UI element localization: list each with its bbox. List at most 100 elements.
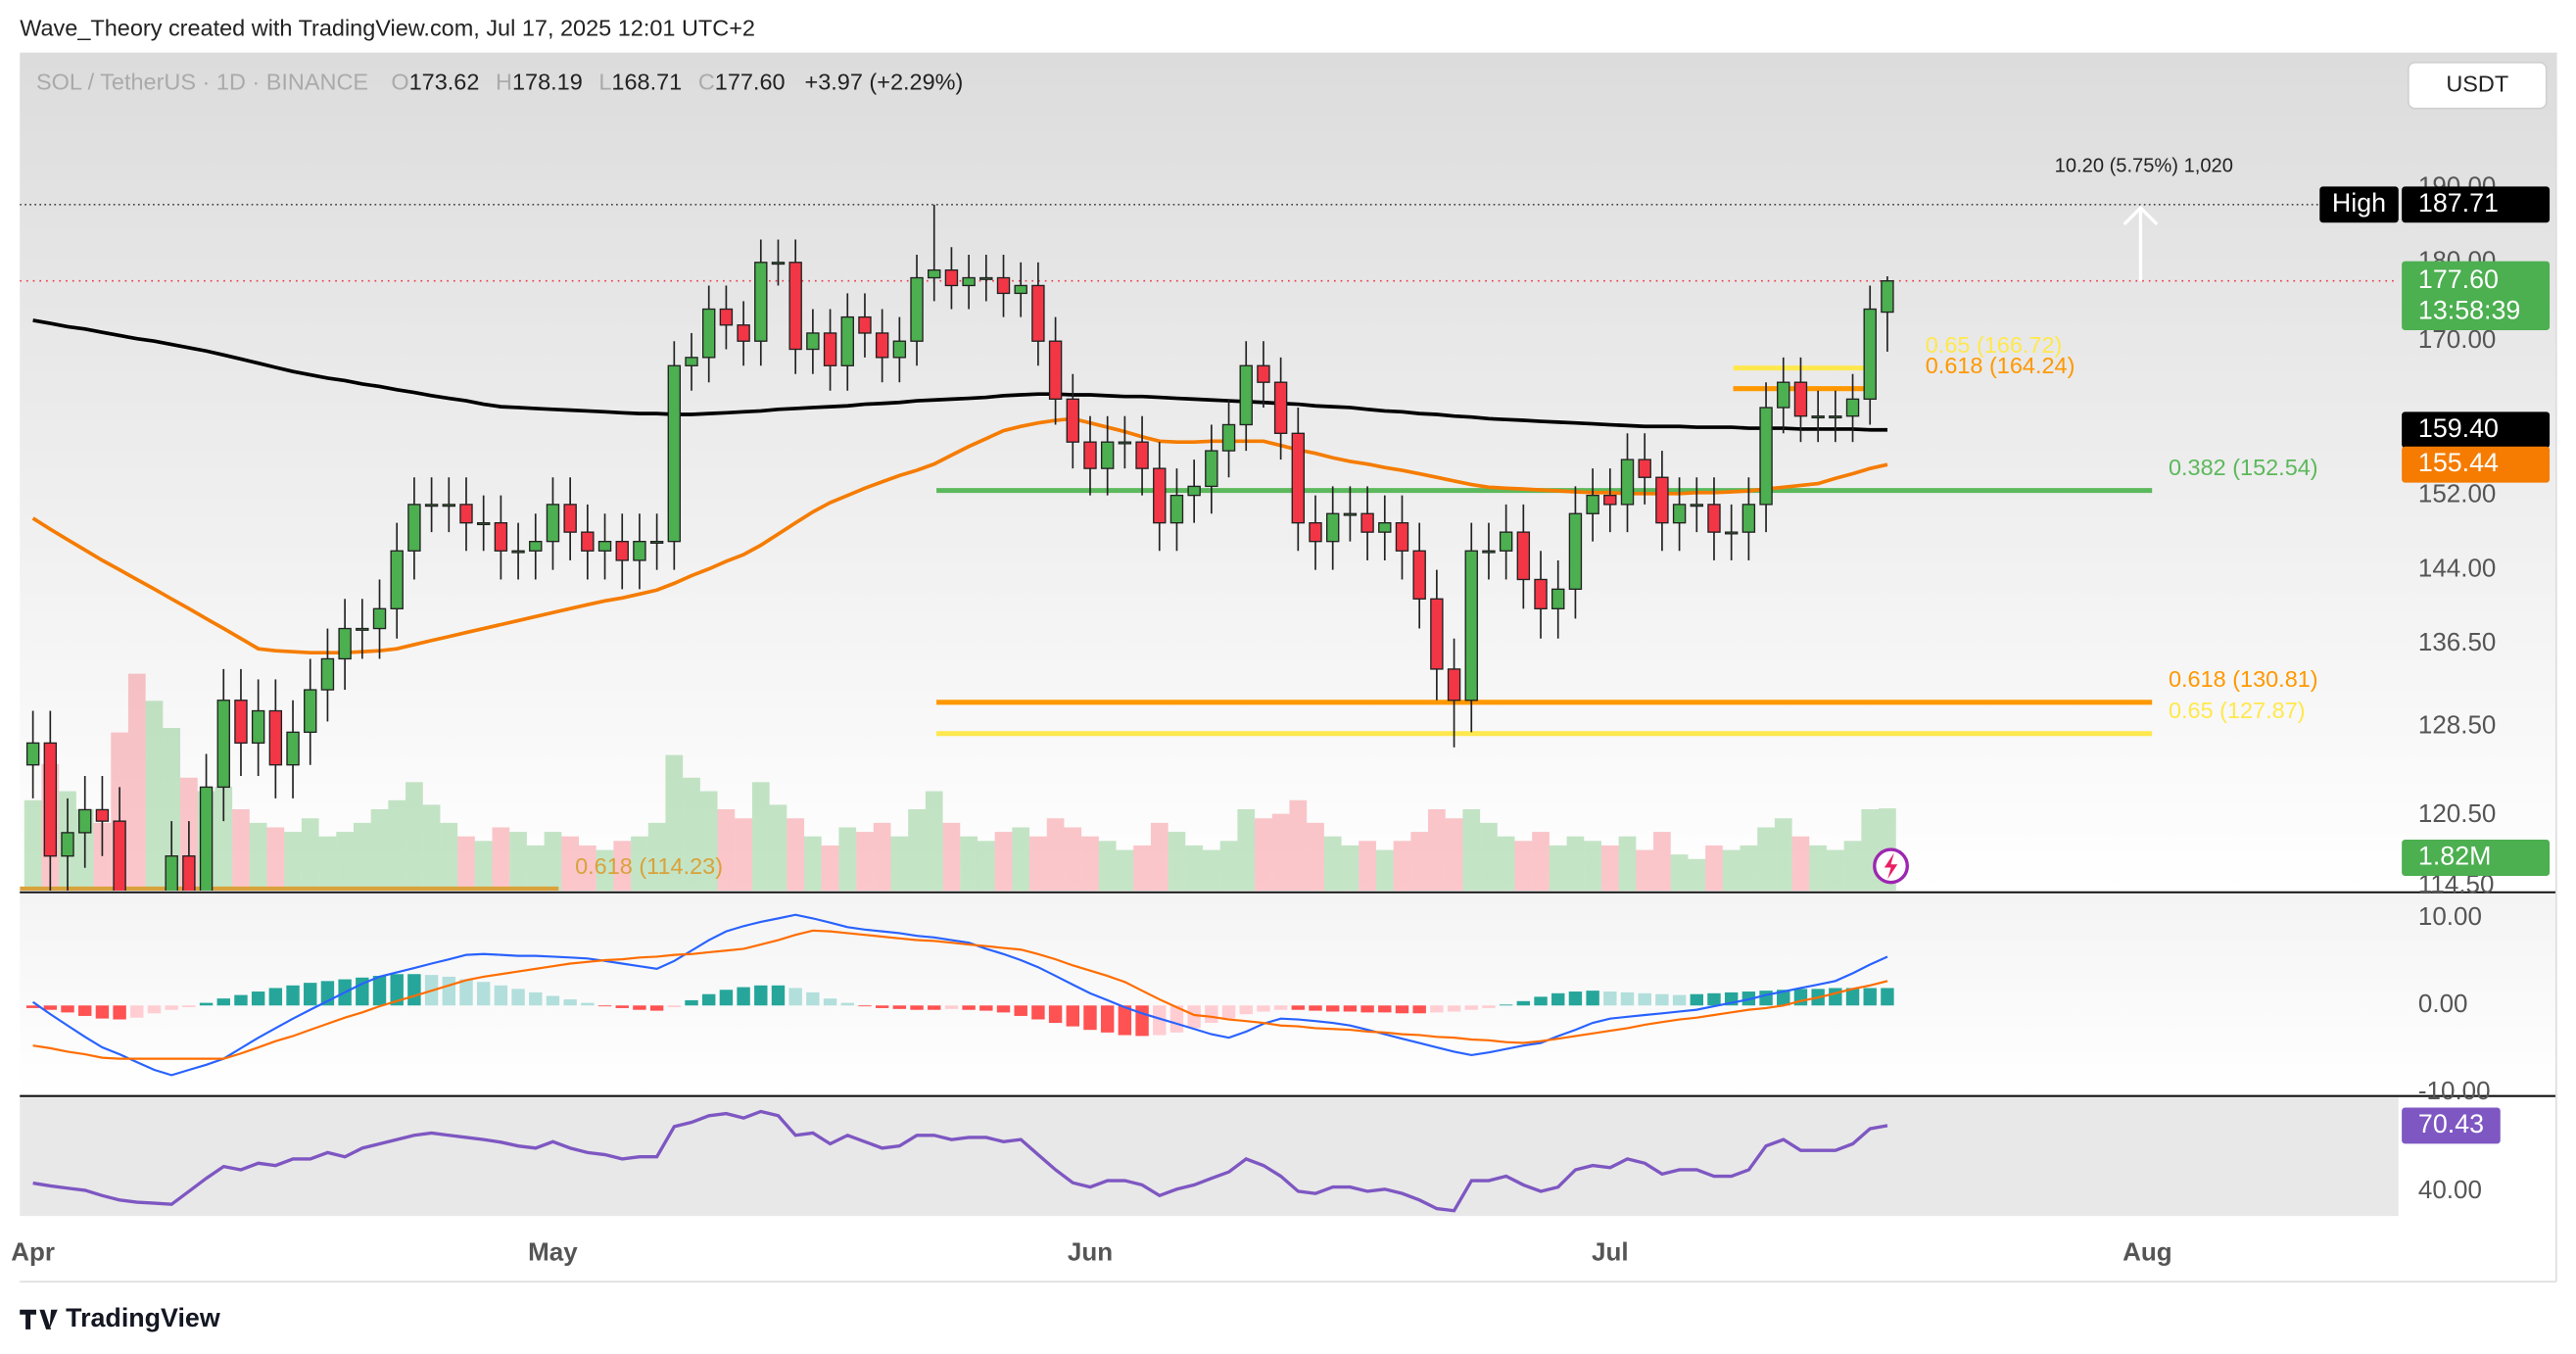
attribution: Wave_Theory created with TradingView.com… [20, 15, 755, 40]
volume-bar [960, 836, 978, 892]
candle-body [286, 731, 300, 766]
candle-body [1048, 340, 1063, 401]
volume-bar [1636, 849, 1654, 892]
volume-bar [388, 799, 406, 892]
volume-bar [370, 809, 389, 892]
volume-bar [1219, 841, 1238, 892]
volume-bar [717, 809, 736, 892]
volume-bar [1341, 845, 1360, 892]
candle-body [1620, 459, 1635, 506]
macd-histogram [944, 1005, 959, 1009]
candle-body [407, 504, 421, 552]
candle-body [1014, 284, 1027, 295]
macd-histogram [649, 1005, 664, 1011]
macd-histogram [1672, 994, 1687, 1006]
candle-body [858, 315, 872, 334]
ohlc-key: L [598, 70, 611, 95]
volume-bar [318, 836, 337, 892]
volume-bar [1064, 827, 1082, 892]
volume-bar [1029, 836, 1047, 892]
macd-histogram [667, 1005, 682, 1008]
volume-bar [336, 832, 354, 892]
ma-badge-bg [2402, 411, 2551, 449]
macd-histogram [1360, 1005, 1374, 1013]
x-tick-label: Jun [1068, 1237, 1113, 1267]
volume-bar [1393, 841, 1411, 892]
volume-bar [1081, 836, 1099, 892]
macd-histogram [737, 987, 750, 1006]
macd-histogram [1031, 1005, 1045, 1020]
axis-layer: 190.00180.00170.00152.00144.00136.50128.… [11, 171, 2551, 1267]
candle-body [1360, 512, 1374, 533]
volume-badge: 1.82M [2418, 842, 2492, 871]
macd-histogram [1083, 1005, 1097, 1031]
candle-body [788, 262, 802, 351]
candle-body [944, 268, 959, 287]
y-tick-label: 144.00 [2418, 554, 2496, 583]
volume-bar [1688, 858, 1706, 892]
macd-histogram [597, 1005, 612, 1007]
alert-bolt[interactable] [1884, 852, 1898, 880]
macd-histogram [216, 998, 230, 1006]
macd-histogram [633, 1005, 646, 1010]
moving-average [32, 318, 1888, 432]
high-tag: High [2332, 188, 2386, 218]
macd-histogram [390, 974, 404, 1006]
volume-badge-bg [2402, 840, 2551, 876]
volume-bar [1566, 836, 1585, 892]
macd-histogram [840, 1002, 854, 1006]
x-tick-label: Apr [11, 1237, 55, 1267]
macd-histogram [459, 979, 473, 1006]
candle-body [1221, 423, 1236, 452]
macd-histogram [1048, 1005, 1063, 1024]
macd-histogram [1118, 1005, 1132, 1036]
candle-body [1187, 485, 1201, 497]
currency-label[interactable]: USDT [2446, 71, 2508, 96]
alert-icon[interactable] [1873, 847, 1909, 885]
candle-body [1655, 476, 1669, 524]
currency-button[interactable] [2408, 61, 2548, 110]
volume-bar [751, 782, 770, 892]
volume-bar [804, 836, 822, 892]
candle-body [1482, 550, 1496, 554]
volume-bar [1843, 841, 1862, 892]
ohlc-key: H [496, 70, 512, 95]
candle-body [25, 742, 40, 766]
macd-tick-label: -10.00 [2418, 1076, 2491, 1105]
macd-histogram [529, 991, 543, 1006]
macd-histogram [1534, 996, 1548, 1006]
candle-body [1325, 512, 1340, 543]
rsi-tick-label: 40.00 [2418, 1175, 2482, 1204]
candle-body [928, 268, 941, 279]
candle-body [372, 607, 387, 630]
volume-bar [24, 799, 42, 892]
macd-histogram [1273, 1005, 1288, 1010]
macd-histogram [1343, 1005, 1358, 1012]
candle-body [182, 855, 196, 892]
candle-body [529, 541, 543, 552]
volume-bar [1359, 841, 1376, 892]
volume-bar [631, 836, 648, 892]
candle-body [356, 627, 369, 631]
macd-histogram [61, 1005, 74, 1013]
volume-bar [353, 822, 371, 892]
macd-histogram [113, 1005, 126, 1020]
volume-bar [890, 836, 909, 892]
macd-histogram [701, 993, 716, 1006]
macd-histogram [199, 1002, 214, 1006]
candle-body [546, 504, 560, 543]
volume-bar [422, 804, 441, 892]
candle-body [1759, 407, 1773, 506]
macd-histogram [1707, 992, 1721, 1006]
candle-body [1430, 598, 1444, 670]
volume-bar [856, 832, 874, 892]
footer-logo: TradingView [20, 1303, 220, 1332]
macd-histogram [130, 1005, 144, 1018]
macd-histogram [78, 1005, 92, 1016]
ma-badge-bg [2402, 446, 2551, 483]
candle-body [1499, 531, 1513, 552]
volume-bar [561, 836, 580, 892]
macd-histogram [546, 995, 560, 1006]
volume-bar [474, 841, 493, 892]
volume-bar [93, 822, 112, 892]
